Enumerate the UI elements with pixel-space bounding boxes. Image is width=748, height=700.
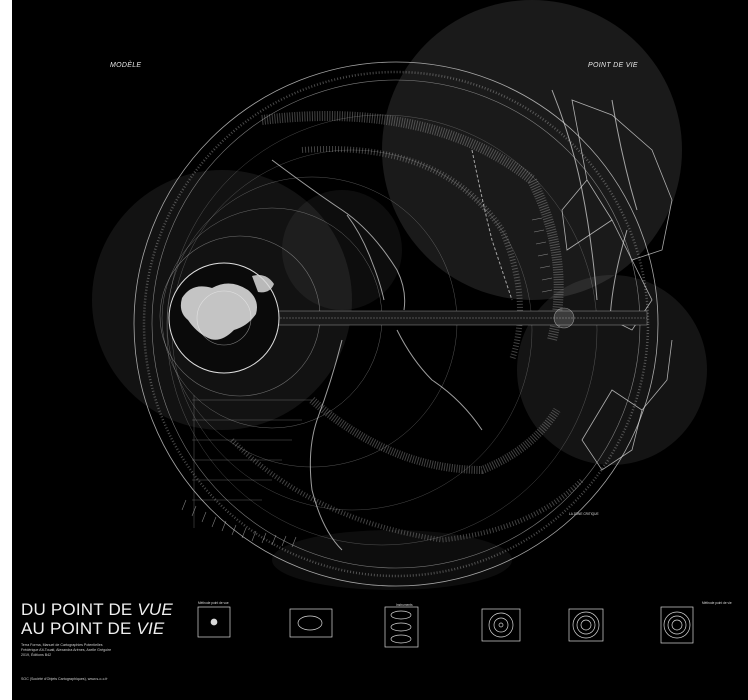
map-artwork bbox=[92, 0, 707, 648]
legend-heading-center: Instruments bbox=[396, 603, 413, 607]
diagram-label: LA ZONE CRITIQUE bbox=[569, 512, 599, 516]
footer-note: SOC (Société d'Objets Cartographiques), … bbox=[21, 677, 108, 681]
model-heading: MODÈLE bbox=[110, 62, 142, 69]
credit-line: Frédérique Aït-Touati, Alexandra Arènes,… bbox=[21, 648, 112, 652]
horizontal-band bbox=[216, 307, 648, 329]
point-of-view-heading: POINT DE VIE bbox=[588, 62, 638, 69]
legend-heading-left: Méthode point de vue bbox=[198, 601, 229, 605]
label-leader-lines bbox=[192, 395, 312, 528]
terrain-bands bbox=[230, 111, 584, 543]
coast-ticks bbox=[181, 217, 553, 548]
river-network bbox=[271, 89, 638, 551]
credit-line: 2019, Éditions B42 bbox=[21, 653, 52, 657]
polygon-network bbox=[561, 99, 673, 471]
poster-frame: MODÈLE POINT DE VIE LA ZONE CRITIQUE DU … bbox=[12, 0, 748, 700]
title-line-2: AU POINT DE VIE bbox=[21, 619, 165, 638]
legend-heading-right: Méthode point de vie bbox=[702, 601, 732, 605]
credits: Terra Forma, Manuel de Cartographies Pot… bbox=[21, 643, 171, 658]
title-line-1: DU POINT DE VUE bbox=[21, 600, 173, 619]
globe bbox=[168, 262, 280, 374]
legend-diagrams bbox=[197, 606, 694, 648]
credit-line: Terra Forma, Manuel de Cartographies Pot… bbox=[21, 643, 103, 647]
